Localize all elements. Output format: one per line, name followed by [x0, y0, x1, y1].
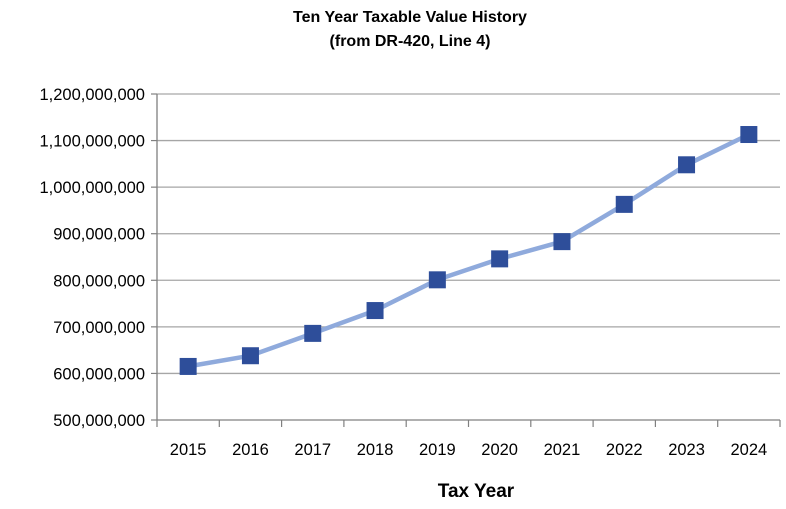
x-tick-label: 2024	[730, 441, 767, 459]
data-point	[740, 126, 758, 144]
y-tick-labels: 500,000,000 600,000,000 700,000,000 800,000…	[39, 86, 145, 430]
y-tick-label: 800,000,000	[53, 272, 145, 290]
chart-subtitle: (from DR-420, Line 4)	[330, 33, 491, 50]
x-axis-label: Tax Year	[438, 481, 515, 502]
chart-title: Ten Year Taxable Value History	[293, 9, 527, 26]
y-tick-label: 1,000,000,000	[39, 179, 145, 197]
data-point	[428, 271, 446, 289]
y-tick-label: 500,000,000	[53, 412, 145, 430]
data-point	[553, 233, 571, 251]
x-tick-label: 2018	[357, 441, 394, 459]
data-point	[366, 302, 384, 320]
x-tick-label: 2015	[170, 441, 207, 459]
series-line	[187, 132, 750, 369]
data-point	[179, 357, 197, 375]
x-tick-label: 2023	[668, 441, 705, 459]
x-tick-label: 2016	[232, 441, 269, 459]
x-tick-label: 2019	[419, 441, 456, 459]
y-tick-label: 1,200,000,000	[39, 86, 145, 104]
y-tick-label: 700,000,000	[53, 319, 145, 337]
x-tick-label: 2020	[481, 441, 518, 459]
y-tick-label: 600,000,000	[53, 365, 145, 383]
axes	[151, 93, 781, 427]
series	[179, 126, 758, 375]
gridlines	[157, 93, 780, 375]
x-tick-labels: 2015 2016 2017 2018 2019 2020 2021 2022 2023 2024	[170, 441, 767, 459]
x-tick-label: 2017	[294, 441, 331, 459]
data-point	[491, 250, 509, 268]
data-point	[678, 156, 696, 174]
data-point	[304, 324, 322, 342]
data-point	[241, 347, 259, 365]
y-tick-label: 1,100,000,000	[39, 133, 145, 151]
y-tick-label: 900,000,000	[53, 226, 145, 244]
x-tick-label: 2022	[606, 441, 643, 459]
data-point	[615, 195, 633, 213]
x-tick-label: 2021	[544, 441, 581, 459]
